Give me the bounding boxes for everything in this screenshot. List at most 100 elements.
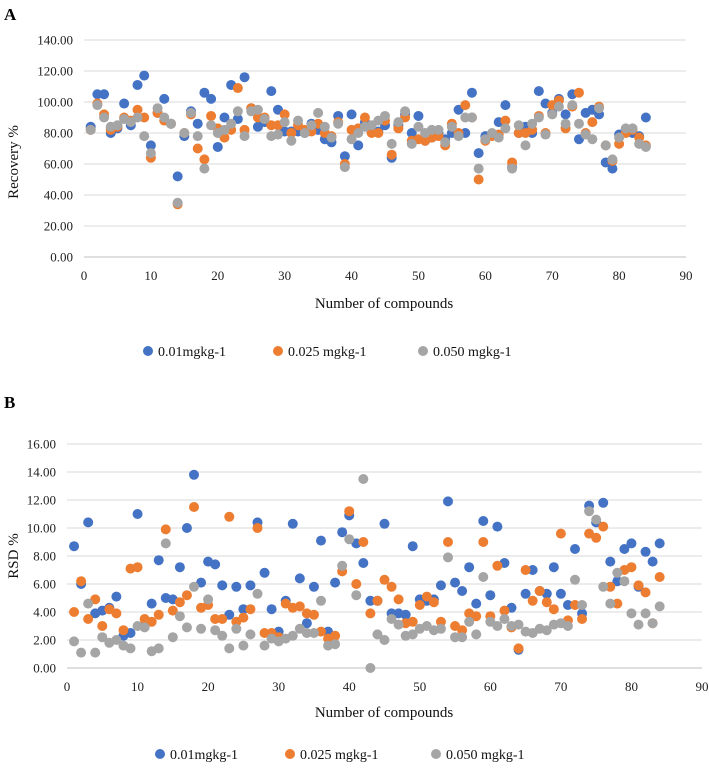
data-point[interactable] <box>570 544 580 554</box>
data-point[interactable] <box>189 469 199 480</box>
data-point[interactable] <box>99 112 110 123</box>
data-point[interactable] <box>212 141 223 152</box>
data-point[interactable] <box>286 135 297 146</box>
data-point[interactable] <box>358 537 369 547</box>
data-point[interactable] <box>614 132 625 143</box>
data-point[interactable] <box>407 616 418 627</box>
data-point[interactable] <box>339 151 350 162</box>
data-point[interactable] <box>159 93 170 104</box>
data-point[interactable] <box>413 110 424 121</box>
data-point[interactable] <box>446 121 457 132</box>
data-point[interactable] <box>192 118 203 129</box>
data-point[interactable] <box>153 555 164 566</box>
data-point[interactable] <box>359 112 370 123</box>
data-point[interactable] <box>640 587 651 598</box>
data-point[interactable] <box>139 622 150 633</box>
data-point[interactable] <box>189 581 199 592</box>
data-point[interactable] <box>132 79 143 90</box>
data-point[interactable] <box>471 598 482 609</box>
data-point[interactable] <box>206 120 217 131</box>
legend-item-series-3[interactable]: 0.050 mgkg-1 <box>431 748 525 763</box>
data-point[interactable] <box>85 124 96 135</box>
data-point[interactable] <box>478 516 489 526</box>
data-point[interactable] <box>570 574 580 585</box>
data-point[interactable] <box>308 609 319 620</box>
data-point[interactable] <box>306 120 317 131</box>
data-point[interactable] <box>386 149 397 160</box>
data-point[interactable] <box>647 618 658 629</box>
data-point[interactable] <box>541 625 552 636</box>
data-point[interactable] <box>471 611 482 622</box>
data-point[interactable] <box>443 552 453 563</box>
data-point[interactable] <box>555 528 566 539</box>
data-point[interactable] <box>326 132 337 143</box>
data-point[interactable] <box>172 171 183 182</box>
data-point[interactable] <box>239 72 250 83</box>
data-point[interactable] <box>313 107 324 118</box>
data-point[interactable] <box>252 523 263 533</box>
data-point[interactable] <box>500 123 511 134</box>
data-point[interactable] <box>189 502 199 512</box>
data-point[interactable] <box>450 577 461 588</box>
data-point[interactable] <box>386 581 397 592</box>
data-point[interactable] <box>181 622 192 633</box>
data-point[interactable] <box>443 537 453 547</box>
data-point[interactable] <box>605 581 616 592</box>
data-point[interactable] <box>83 517 94 528</box>
data-point[interactable] <box>435 623 446 634</box>
data-point[interactable] <box>219 112 230 123</box>
data-point[interactable] <box>612 598 623 609</box>
data-point[interactable] <box>640 608 651 619</box>
data-point[interactable] <box>500 100 511 111</box>
data-point[interactable] <box>259 628 270 638</box>
data-point[interactable] <box>132 562 143 573</box>
data-point[interactable] <box>547 109 558 120</box>
data-point[interactable] <box>443 496 453 507</box>
data-point[interactable] <box>199 87 210 98</box>
data-point[interactable] <box>238 612 249 623</box>
data-point[interactable] <box>500 115 511 126</box>
data-point[interactable] <box>159 112 170 123</box>
data-point[interactable] <box>365 608 376 619</box>
data-point[interactable] <box>76 576 87 587</box>
data-point[interactable] <box>139 70 150 81</box>
data-point[interactable] <box>339 162 350 173</box>
data-point[interactable] <box>453 131 464 142</box>
data-point[interactable] <box>266 604 277 615</box>
data-point[interactable] <box>457 632 468 643</box>
data-point[interactable] <box>272 129 283 140</box>
data-point[interactable] <box>627 123 638 134</box>
data-point[interactable] <box>393 619 404 630</box>
data-point[interactable] <box>160 524 171 535</box>
data-point[interactable] <box>245 629 256 640</box>
data-point[interactable] <box>473 163 484 174</box>
data-point[interactable] <box>224 643 235 654</box>
data-point[interactable] <box>167 605 178 616</box>
data-point[interactable] <box>245 580 256 591</box>
data-point[interactable] <box>450 632 461 643</box>
data-point[interactable] <box>224 511 235 522</box>
data-point[interactable] <box>139 131 150 142</box>
legend-item-series-3[interactable]: 0.050 mgkg-1 <box>418 345 512 360</box>
data-point[interactable] <box>647 556 658 567</box>
data-point[interactable] <box>287 630 298 641</box>
data-point[interactable] <box>99 89 110 100</box>
data-point[interactable] <box>633 619 644 630</box>
data-point[interactable] <box>540 129 551 140</box>
data-point[interactable] <box>612 567 623 578</box>
data-point[interactable] <box>548 562 559 573</box>
data-point[interactable] <box>217 614 228 624</box>
data-point[interactable] <box>513 120 524 131</box>
data-point[interactable] <box>466 112 477 123</box>
data-point[interactable] <box>92 100 103 111</box>
data-point[interactable] <box>600 140 611 151</box>
data-point[interactable] <box>605 598 616 609</box>
data-point[interactable] <box>379 574 390 585</box>
data-point[interactable] <box>607 163 618 174</box>
data-point[interactable] <box>493 132 504 143</box>
data-point[interactable] <box>594 103 605 114</box>
data-point[interactable] <box>473 148 484 159</box>
data-point[interactable] <box>231 623 242 634</box>
data-point[interactable] <box>400 609 411 620</box>
data-point[interactable] <box>380 110 390 121</box>
